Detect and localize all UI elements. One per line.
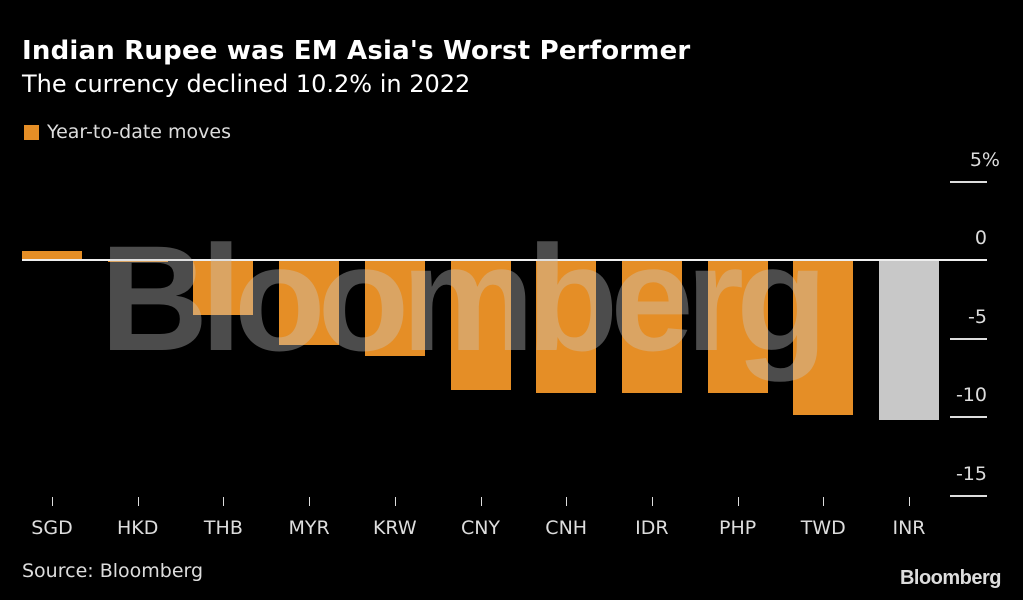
y-axis-label: -15 — [955, 462, 987, 485]
x-axis-label: SGD — [31, 517, 73, 539]
x-tick — [823, 497, 825, 506]
brand-logo: Bloomberg — [899, 567, 1002, 589]
bar-twd — [793, 260, 854, 416]
y-tick-line — [950, 337, 987, 340]
chart-title: Indian Rupee was EM Asia's Worst Perform… — [22, 36, 691, 66]
x-axis-label: TWD — [800, 517, 846, 539]
x-tick — [909, 497, 910, 506]
chart-subtitle: The currency declined 10.2% in 2022 — [22, 70, 471, 98]
y-axis-label: -5 — [968, 305, 987, 328]
x-tick — [223, 497, 225, 506]
source-note: Source: Bloomberg — [22, 560, 204, 582]
x-tick — [566, 497, 568, 506]
x-tick — [394, 497, 396, 506]
bar-cny — [450, 260, 511, 391]
x-axis-label: CNH — [545, 517, 588, 539]
x-axis-label: IDR — [635, 517, 669, 539]
x-tick — [52, 497, 53, 506]
bar-thb — [193, 260, 254, 315]
bar-inr — [879, 260, 939, 421]
y-axis-label: 0 — [974, 227, 987, 249]
y-axis-label: 5% — [969, 148, 1000, 171]
legend-swatch-icon — [24, 124, 39, 140]
bar-php — [707, 260, 768, 394]
x-tick — [309, 497, 311, 506]
x-axis-label: PHP — [718, 517, 757, 539]
y-tick-line — [950, 416, 987, 418]
x-tick — [651, 497, 653, 506]
x-axis-label: HKD — [116, 517, 159, 539]
x-axis-label: MYR — [288, 517, 330, 539]
x-axis-label: CNY — [460, 517, 501, 539]
x-tick — [137, 497, 139, 506]
x-tick — [737, 497, 739, 506]
x-axis-label: KRW — [372, 517, 417, 539]
bar-sgd — [22, 250, 82, 260]
bar-cnh — [536, 260, 597, 394]
x-tick — [480, 497, 482, 506]
y-tick-line — [950, 180, 987, 183]
bar-krw — [364, 260, 425, 356]
x-axis-label: THB — [203, 517, 243, 539]
zero-line — [22, 259, 987, 261]
y-axis-label: -10 — [955, 384, 987, 406]
y-tick-line — [950, 494, 987, 497]
bar-idr — [621, 260, 682, 394]
x-axis-label: INR — [892, 517, 926, 539]
legend-label: Year-to-date moves — [47, 121, 231, 143]
legend: Year-to-date moves — [24, 121, 231, 143]
bar-myr — [279, 260, 340, 345]
